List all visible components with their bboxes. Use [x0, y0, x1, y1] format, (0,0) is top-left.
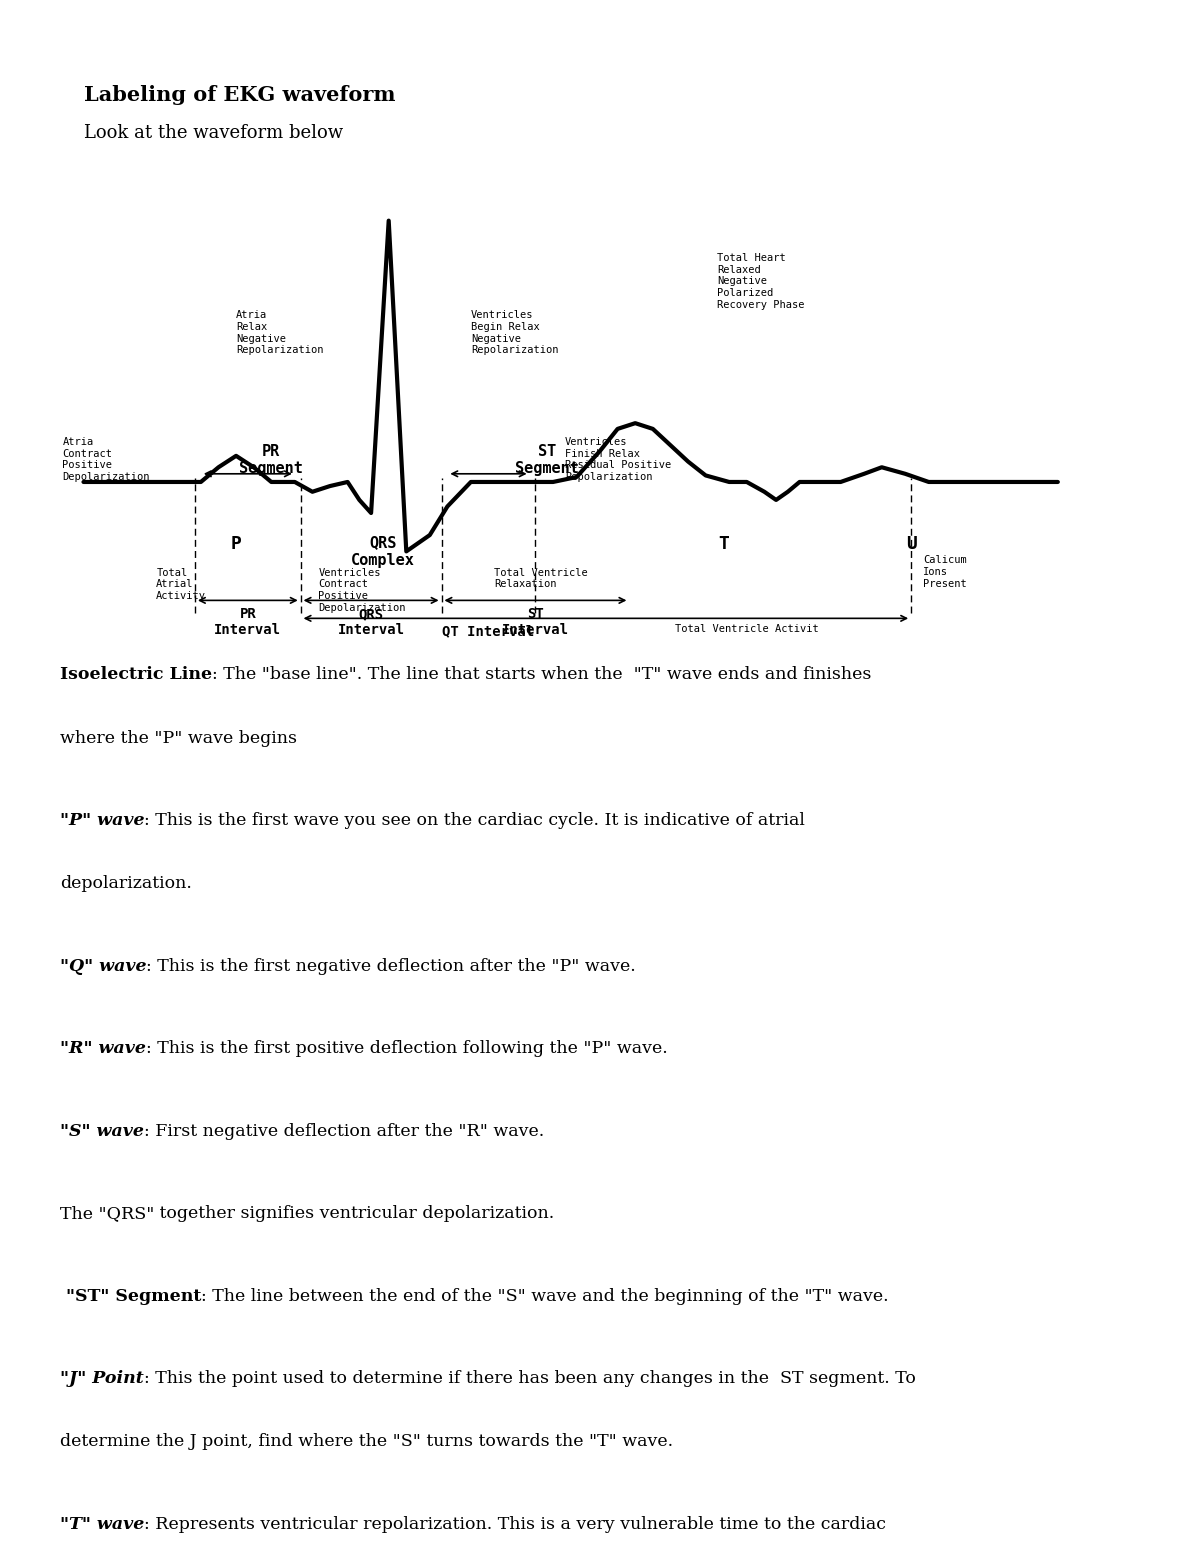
Text: QRS
Interval: QRS Interval	[337, 607, 404, 637]
Text: : This is the first negative deflection after the "P" wave.: : This is the first negative deflection …	[146, 958, 636, 975]
Text: "T" wave: "T" wave	[60, 1516, 144, 1533]
Text: "ST" Segment: "ST" Segment	[60, 1287, 202, 1305]
Text: Total Heart
Relaxed
Negative
Polarized
Recovery Phase: Total Heart Relaxed Negative Polarized R…	[718, 253, 805, 309]
Text: : The line between the end of the "S" wave and the beginning of the "T" wave.: : The line between the end of the "S" wa…	[202, 1287, 889, 1305]
Text: Atria
Contract
Positive
Depolarization: Atria Contract Positive Depolarization	[62, 436, 150, 481]
Text: Ventricles
Begin Relax
Negative
Repolarization: Ventricles Begin Relax Negative Repolari…	[470, 311, 558, 356]
Text: U: U	[906, 536, 917, 553]
Text: PR: PR	[262, 444, 281, 460]
Text: Segment: Segment	[239, 461, 304, 475]
Text: "S" wave: "S" wave	[60, 1123, 144, 1140]
Text: Total
Atrial
Activity: Total Atrial Activity	[156, 568, 206, 601]
Text: T: T	[718, 536, 728, 553]
Text: Labeling of EKG waveform: Labeling of EKG waveform	[84, 85, 396, 106]
Text: : This the point used to determine if there has been any changes in the  ST segm: : This the point used to determine if th…	[144, 1370, 916, 1387]
Text: : This is the first positive deflection following the "P" wave.: : This is the first positive deflection …	[146, 1041, 667, 1058]
Text: : First negative deflection after the "R" wave.: : First negative deflection after the "R…	[144, 1123, 544, 1140]
Text: P: P	[230, 536, 241, 553]
Text: Total Ventricle
Relaxation: Total Ventricle Relaxation	[494, 568, 588, 589]
Text: Segment: Segment	[515, 461, 580, 475]
Text: depolarization.: depolarization.	[60, 876, 192, 893]
Text: together signifies ventricular depolarization.: together signifies ventricular depolariz…	[155, 1205, 554, 1222]
Text: "P" wave: "P" wave	[60, 812, 144, 829]
Text: "R" wave: "R" wave	[60, 1041, 146, 1058]
Text: Ventricles
Finish Relax
Residual Positive
Repolarization: Ventricles Finish Relax Residual Positiv…	[565, 436, 671, 481]
Text: QT Interval: QT Interval	[443, 624, 534, 638]
Text: ST: ST	[538, 444, 557, 460]
Text: "J" Point: "J" Point	[60, 1370, 144, 1387]
Text: Calicum
Ions
Present: Calicum Ions Present	[923, 556, 966, 589]
Text: Atria
Relax
Negative
Repolarization: Atria Relax Negative Repolarization	[236, 311, 324, 356]
Text: Total Ventricle Activit: Total Ventricle Activit	[674, 624, 818, 634]
Text: ST
Interval: ST Interval	[502, 607, 569, 637]
Text: Look at the waveform below: Look at the waveform below	[84, 124, 343, 143]
Text: : Represents ventricular repolarization. This is a very vulnerable time to the c: : Represents ventricular repolarization.…	[144, 1516, 887, 1533]
Text: QRS: QRS	[370, 536, 396, 550]
Text: : The "base line". The line that starts when the  "T" wave ends and finishes: : The "base line". The line that starts …	[212, 666, 871, 683]
Text: Isoelectric Line: Isoelectric Line	[60, 666, 212, 683]
Text: where the "P" wave begins: where the "P" wave begins	[60, 730, 298, 747]
Text: Complex: Complex	[350, 553, 415, 568]
Text: "Q" wave: "Q" wave	[60, 958, 146, 975]
Text: : This is the first wave you see on the cardiac cycle. It is indicative of atria: : This is the first wave you see on the …	[144, 812, 805, 829]
Text: The "QRS": The "QRS"	[60, 1205, 155, 1222]
Text: determine the J point, find where the "S" turns towards the "T" wave.: determine the J point, find where the "S…	[60, 1433, 673, 1451]
Text: PR
Interval: PR Interval	[215, 607, 281, 637]
Text: Ventricles
Contract
Positive
Depolarization: Ventricles Contract Positive Depolarizat…	[318, 568, 406, 612]
